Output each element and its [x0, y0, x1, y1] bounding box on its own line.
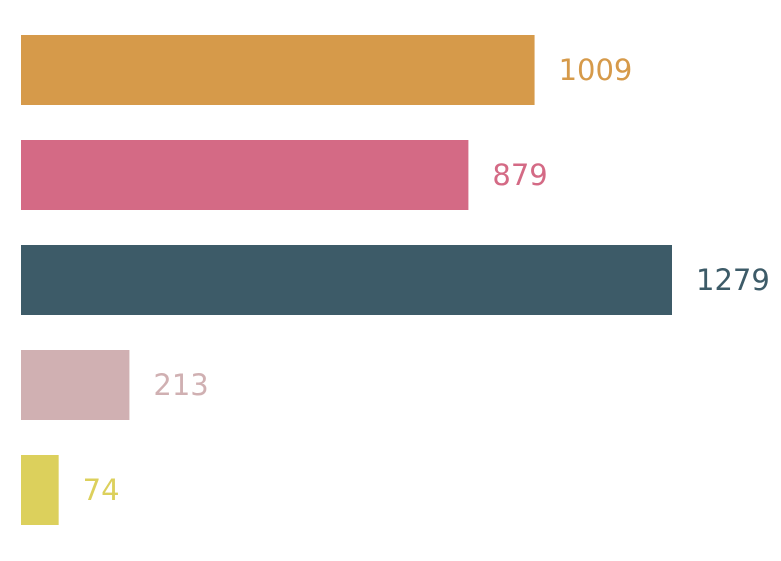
bar-4 — [21, 455, 59, 525]
bar-value-label-0: 1009 — [559, 53, 633, 87]
bar-value-label-2: 1279 — [696, 263, 770, 297]
bar-3 — [21, 350, 130, 420]
bar-1 — [21, 140, 469, 210]
bar-value-label-1: 879 — [492, 158, 547, 192]
data-labels-group: 1009 879 1279 213 74 — [83, 53, 770, 507]
bar-value-label-3: 213 — [153, 368, 208, 402]
bar-0 — [21, 35, 535, 105]
bars-group — [21, 35, 672, 525]
bar-value-label-4: 74 — [83, 473, 120, 507]
bar-2 — [21, 245, 672, 315]
